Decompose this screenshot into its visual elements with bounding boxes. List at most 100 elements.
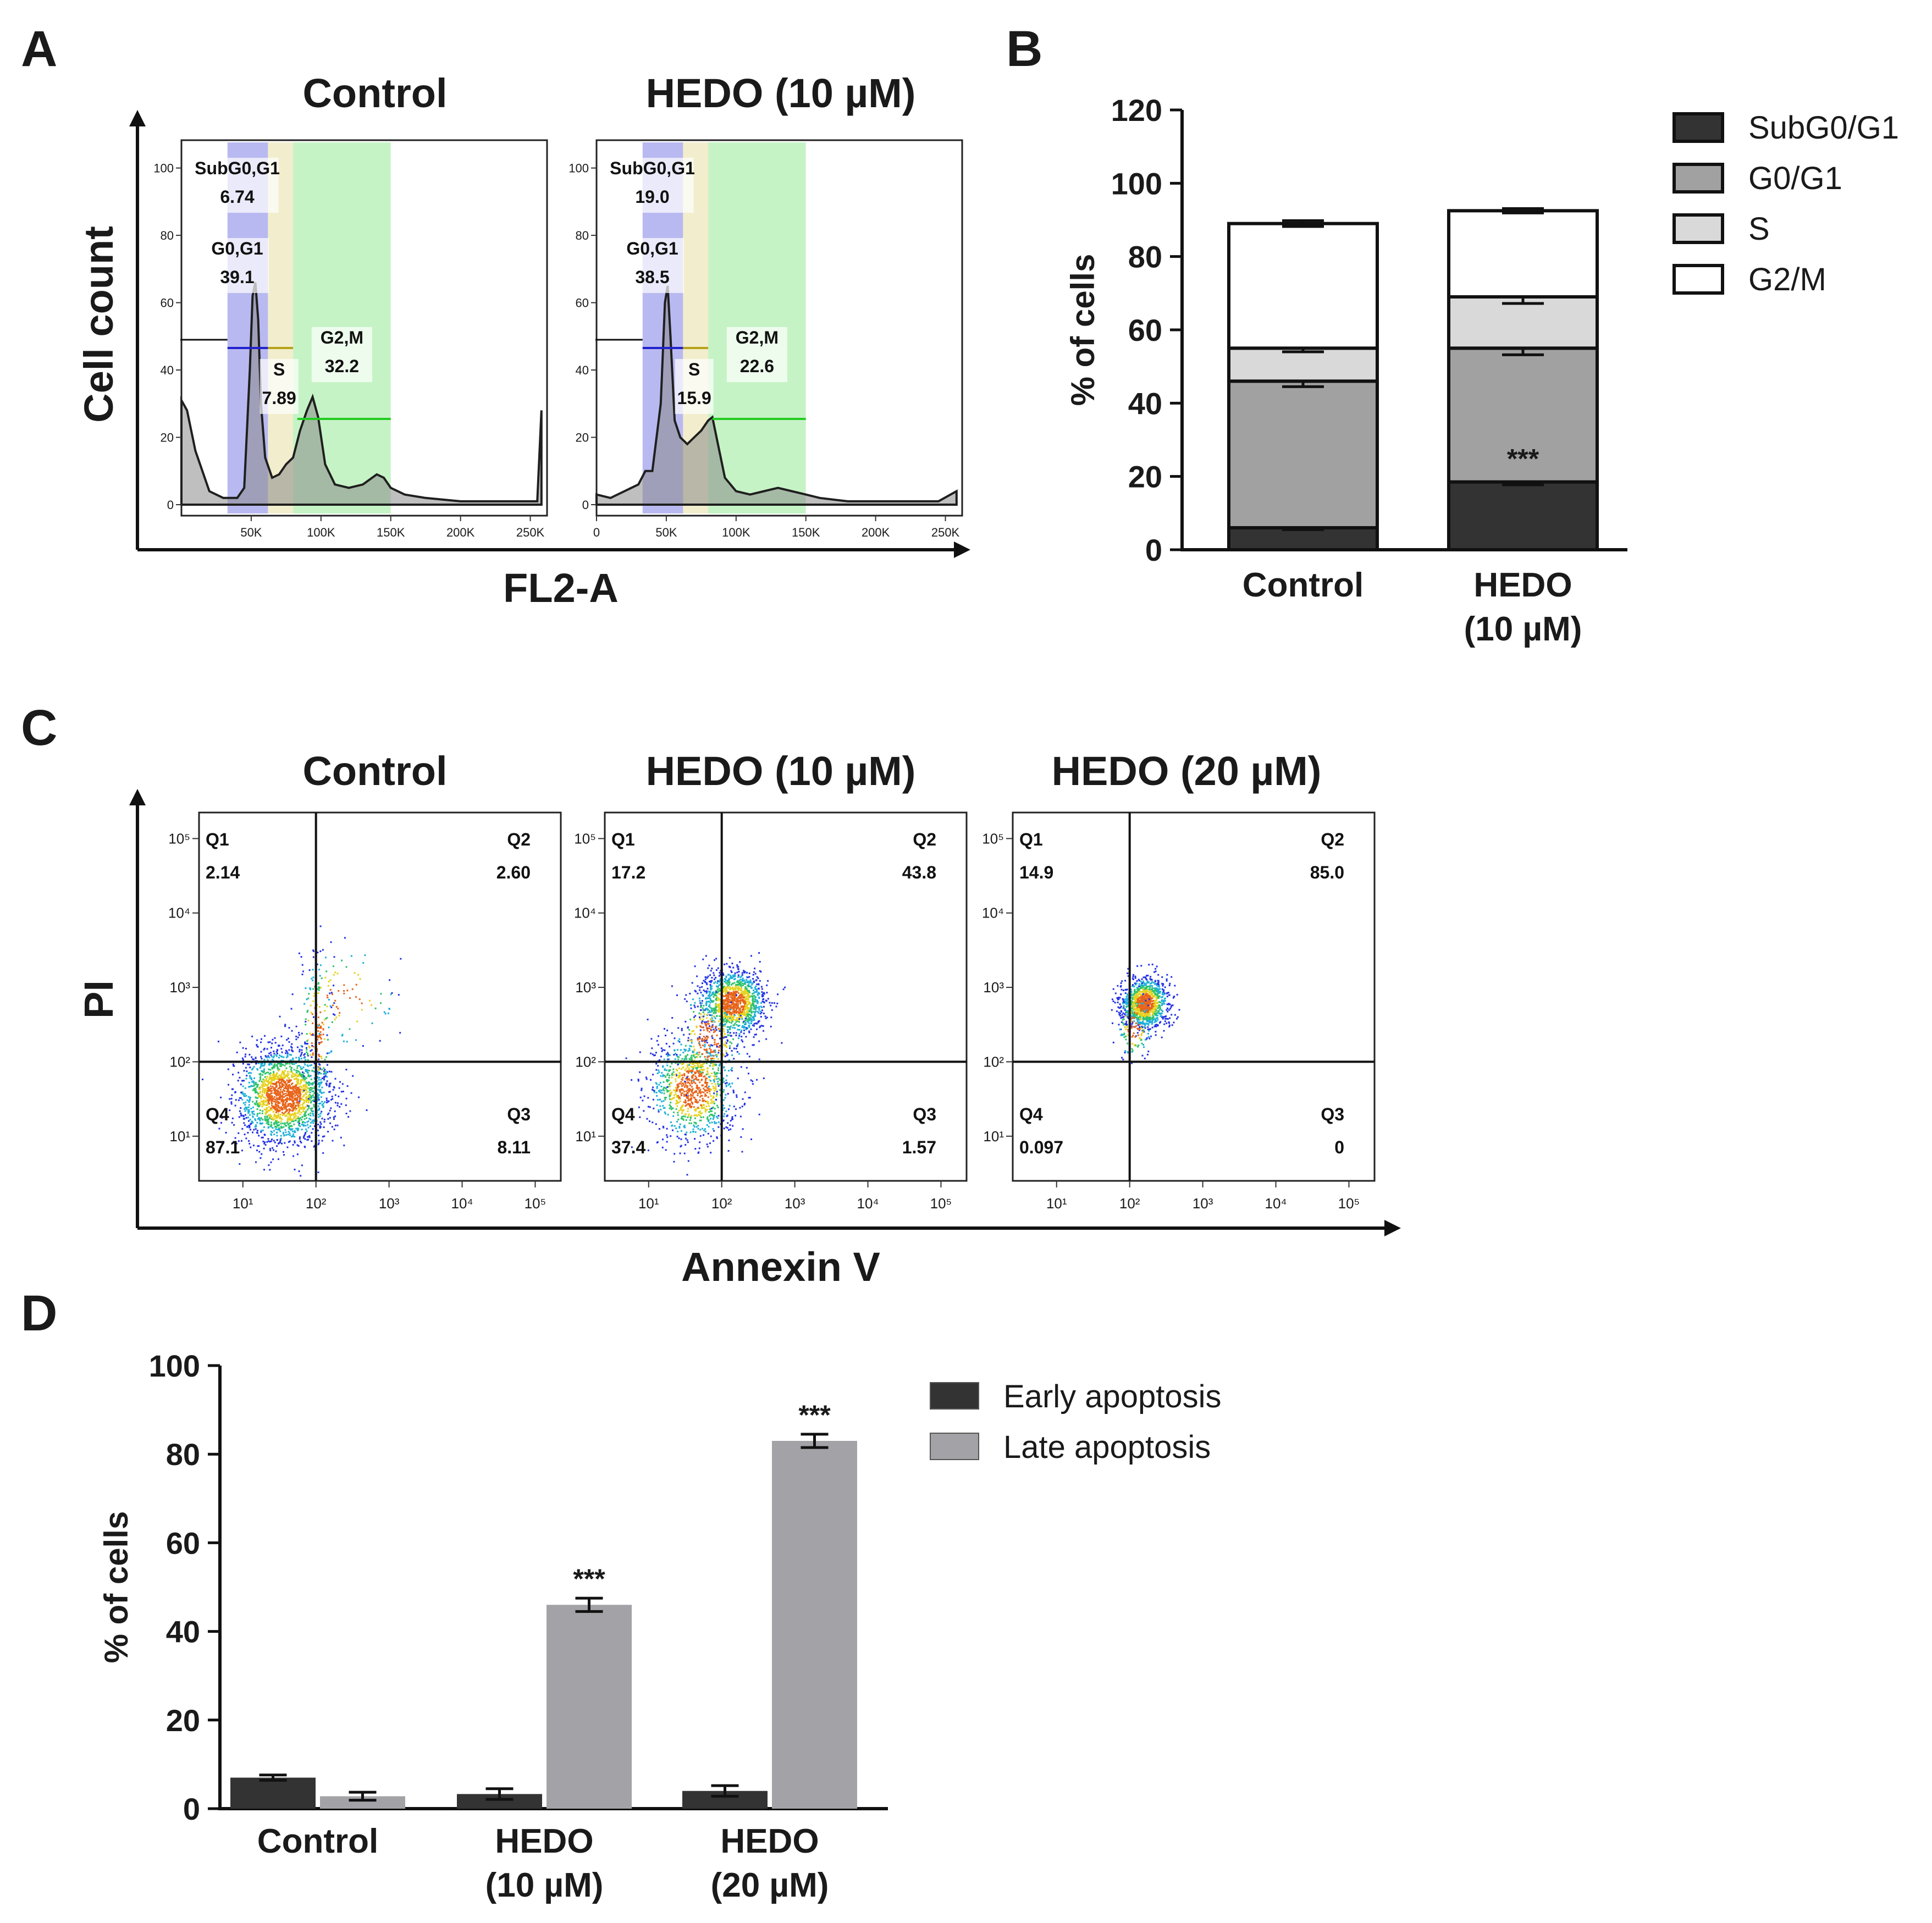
dotplot-event bbox=[671, 1073, 674, 1075]
dotplot-event bbox=[748, 1024, 750, 1026]
dotplot-event bbox=[731, 997, 733, 999]
dotplot-event bbox=[318, 1076, 321, 1079]
dotplot-event bbox=[753, 1008, 755, 1010]
dotplot-event bbox=[295, 1075, 297, 1076]
dotplot-event bbox=[706, 987, 709, 990]
dotplot-event bbox=[692, 1128, 694, 1130]
dotplot-event bbox=[252, 1080, 254, 1082]
dotplot-event bbox=[332, 1140, 334, 1142]
dotplot-event bbox=[374, 1007, 377, 1009]
dotplot-event bbox=[293, 1069, 295, 1071]
dotplot-event bbox=[710, 981, 712, 983]
dotplot-event bbox=[737, 1014, 739, 1016]
dotplot-event bbox=[284, 1070, 286, 1072]
dotplot-event bbox=[680, 1093, 682, 1095]
dotplot-event bbox=[687, 1072, 689, 1074]
dotplot-event bbox=[305, 1059, 306, 1061]
dotplot-event bbox=[269, 1150, 272, 1152]
dotplot-event bbox=[255, 1097, 257, 1099]
dotplot-event bbox=[283, 1126, 285, 1128]
dotplot-event bbox=[294, 1075, 296, 1077]
dotplot-event bbox=[286, 1118, 289, 1120]
dotplot-event bbox=[692, 1051, 694, 1053]
dotplot-event bbox=[689, 1062, 691, 1064]
dotplot-event bbox=[258, 1151, 261, 1153]
dotplot-event bbox=[319, 1125, 321, 1127]
dotplot-event bbox=[323, 1079, 325, 1081]
gate-value-label: 6.74 bbox=[220, 187, 254, 207]
dotplot-event bbox=[707, 1012, 709, 1014]
dotplot-event bbox=[280, 1118, 282, 1120]
dotplot-event bbox=[679, 1100, 681, 1102]
dotplot-event bbox=[690, 1057, 692, 1059]
dotplot-event bbox=[717, 1010, 719, 1012]
dotplot-event bbox=[268, 1077, 271, 1079]
dotplot-event bbox=[763, 993, 765, 995]
dotplot-event bbox=[706, 1030, 709, 1032]
dotplot-event bbox=[706, 1023, 709, 1025]
dotplot-event bbox=[274, 1106, 275, 1108]
dotplot-event bbox=[320, 1073, 322, 1075]
dotplot-event bbox=[260, 1157, 262, 1159]
dotplot-event bbox=[300, 1112, 302, 1114]
dotplot-event bbox=[271, 1099, 273, 1101]
dotplot-event bbox=[753, 1036, 755, 1038]
dotplot-event bbox=[299, 1138, 301, 1140]
dotplot-event bbox=[701, 1064, 703, 1067]
dotplot-event bbox=[282, 1093, 284, 1096]
dotplot-event bbox=[260, 1123, 262, 1125]
dotplot-event bbox=[716, 992, 719, 994]
dotplot-event bbox=[724, 1003, 726, 1005]
dotplot-event bbox=[250, 1129, 251, 1131]
dotplot-event bbox=[700, 1112, 703, 1114]
dotplot-event bbox=[317, 983, 319, 985]
dotplot-event bbox=[681, 1083, 683, 1085]
dotplot-event bbox=[220, 1121, 222, 1124]
dotplot-event bbox=[757, 1021, 759, 1024]
dotplot-event bbox=[717, 980, 719, 982]
dotplot-event bbox=[302, 1088, 304, 1091]
dotplot-event bbox=[699, 1099, 701, 1101]
dotplot-event bbox=[304, 1133, 306, 1135]
dotplot-event bbox=[695, 1026, 698, 1029]
dotplot-event bbox=[709, 1006, 711, 1008]
dotplot-event bbox=[666, 1128, 668, 1130]
dotplot-event bbox=[319, 1025, 322, 1027]
dotplot-event bbox=[299, 1058, 300, 1060]
dotplot-event bbox=[286, 1079, 288, 1081]
dotplot-event bbox=[289, 1080, 291, 1082]
dotplot-event bbox=[706, 1118, 708, 1120]
dotplot-event bbox=[684, 1113, 686, 1115]
histogram-y-tick-label: 20 bbox=[576, 431, 589, 445]
dotplot-event bbox=[728, 1139, 730, 1141]
dotplot-event bbox=[736, 994, 738, 996]
dotplot-event bbox=[697, 1107, 699, 1109]
dotplot-event bbox=[758, 952, 760, 954]
dotplot-event bbox=[296, 1129, 299, 1130]
dotplot-event bbox=[259, 1103, 261, 1105]
dotplot-event bbox=[689, 1019, 692, 1020]
dotplot-event bbox=[742, 1012, 744, 1014]
dotplot-event bbox=[317, 1124, 319, 1125]
dotplot-event bbox=[299, 1072, 301, 1074]
dotplot-event bbox=[692, 1131, 694, 1133]
dotplot-event bbox=[338, 990, 340, 992]
dotplot-event bbox=[700, 991, 702, 993]
dotplot-event bbox=[302, 1067, 305, 1068]
dotplot-event bbox=[754, 1013, 756, 1015]
dotplot-event bbox=[715, 1027, 717, 1029]
dotplot-event bbox=[719, 978, 721, 980]
dotplot-event bbox=[740, 1066, 742, 1068]
dotplot-event bbox=[708, 1052, 710, 1054]
dotplot-event bbox=[674, 1037, 676, 1040]
dotplot-event bbox=[727, 1018, 729, 1020]
b-y-tick-label: 80 bbox=[1128, 240, 1162, 274]
b-legend-swatch bbox=[1672, 112, 1724, 143]
dotplot-event bbox=[703, 1134, 705, 1136]
dotplot-event bbox=[299, 1110, 301, 1112]
dotplot-event bbox=[286, 1105, 289, 1107]
dotplot-event bbox=[658, 1090, 660, 1092]
dotplot-event bbox=[737, 1011, 739, 1013]
dotplot-event bbox=[690, 1098, 692, 1100]
dotplot-event bbox=[251, 1111, 253, 1113]
